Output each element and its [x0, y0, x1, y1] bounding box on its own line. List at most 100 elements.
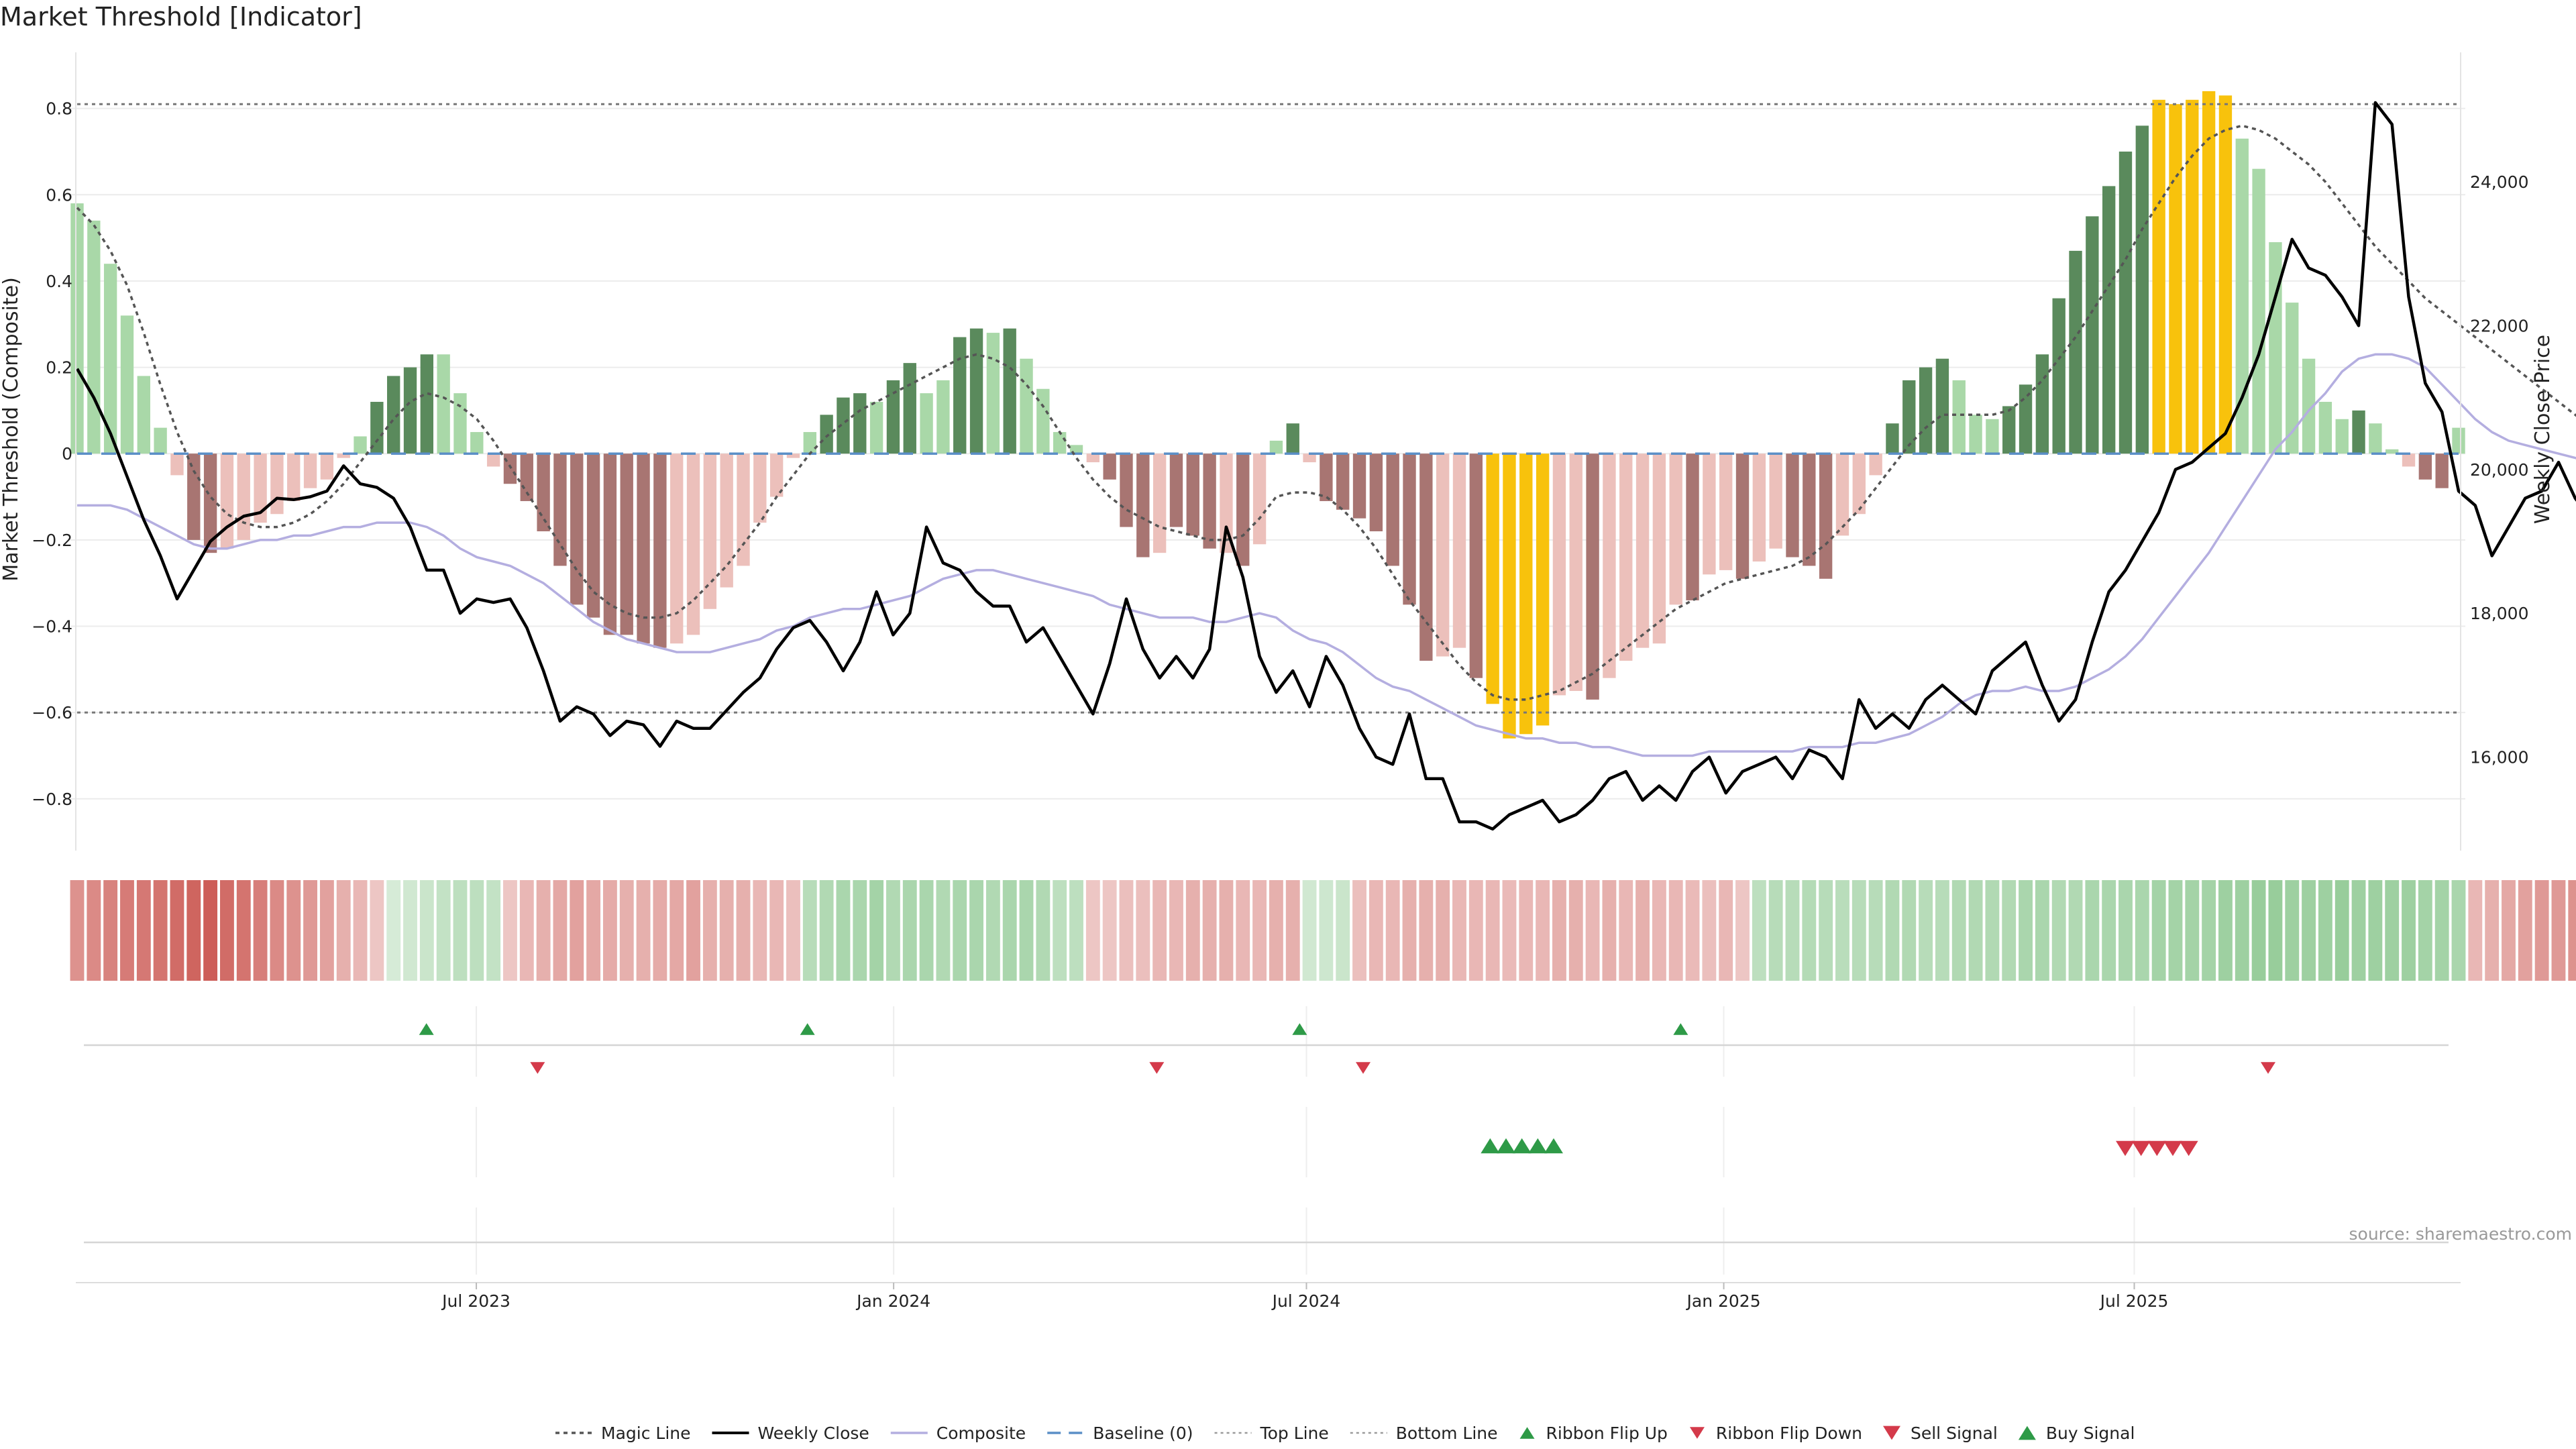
- ribbon-cell: [2302, 880, 2316, 981]
- signal-panels: [84, 1006, 2449, 1275]
- ribbon-cell: [1102, 880, 1117, 981]
- ribbon-flip-down-marker: [1149, 1062, 1165, 1074]
- ribbon-cell: [1652, 880, 1666, 981]
- ribbon-cell: [503, 880, 517, 981]
- ribbon-cell: [1385, 880, 1400, 981]
- ribbon-cell: [1019, 880, 1034, 981]
- bar: [2235, 138, 2249, 454]
- ribbon-cell: [586, 880, 601, 981]
- bar: [2035, 354, 2049, 454]
- ribbon-cell: [1785, 880, 1800, 981]
- bar: [2335, 419, 2349, 454]
- ribbon-cell: [1236, 880, 1250, 981]
- bar: [2369, 423, 2382, 454]
- bar: [1452, 453, 1466, 648]
- ribbon-cell: [403, 880, 417, 981]
- legend-label: Sell Signal: [1911, 1424, 1998, 1443]
- bar: [1986, 419, 1999, 454]
- ribbon-cell: [1951, 880, 1966, 981]
- ribbon-cell: [1935, 880, 1949, 981]
- bar: [237, 453, 250, 540]
- bar: [837, 397, 850, 454]
- ribbon-cell: [1885, 880, 1900, 981]
- ribbon-cell: [453, 880, 468, 981]
- bar: [453, 393, 467, 454]
- bar: [2069, 250, 2082, 454]
- ribbon-cell: [1152, 880, 1167, 981]
- bar: [486, 453, 500, 467]
- bar: [553, 453, 567, 566]
- ribbon-cell: [602, 880, 617, 981]
- sell-signal-marker: [2116, 1140, 2135, 1157]
- bar: [1403, 453, 1416, 605]
- ribbon-cell: [1419, 880, 1434, 981]
- x-tick-label: Jan 2024: [855, 1291, 930, 1311]
- ribbon-cell: [1635, 880, 1650, 981]
- bar: [1203, 453, 1216, 549]
- bar: [1252, 453, 1267, 545]
- bar: [936, 380, 950, 454]
- bar: [303, 453, 317, 488]
- bar: [2269, 242, 2282, 454]
- bar: [1652, 453, 1666, 644]
- ribbon-cell: [2402, 880, 2416, 981]
- ribbon-cell: [1219, 880, 1234, 981]
- ribbon-cell: [902, 880, 917, 981]
- x-tick-label: Jan 2025: [1686, 1291, 1761, 1311]
- bar: [1786, 453, 1799, 557]
- ribbon-cell: [419, 880, 434, 981]
- ribbon-cell: [103, 880, 118, 981]
- ribbon-cell: [1285, 880, 1300, 981]
- bar: [570, 453, 584, 605]
- bar: [603, 453, 617, 635]
- legend-label: Magic Line: [601, 1424, 691, 1443]
- bar: [420, 354, 434, 454]
- sell-signal-marker: [2147, 1140, 2167, 1157]
- x-tick-label: Jul 2024: [1271, 1291, 1341, 1311]
- legend-label: Ribbon Flip Up: [1546, 1424, 1668, 1443]
- ribbon-cell: [220, 880, 234, 981]
- bar: [803, 432, 816, 454]
- y2-tick-label: 20,000: [2470, 460, 2528, 480]
- bar: [254, 453, 267, 523]
- ribbon-cell: [1319, 880, 1334, 981]
- bar: [1619, 453, 1633, 661]
- bar: [137, 376, 150, 454]
- bar: [103, 264, 117, 454]
- bar: [2102, 186, 2116, 454]
- ribbon-cell: [1768, 880, 1783, 981]
- ribbon-cell: [1968, 880, 1983, 981]
- bar: [653, 453, 667, 648]
- ribbon-cell: [1002, 880, 1017, 981]
- ribbon-cell: [753, 880, 767, 981]
- bar: [2118, 151, 2133, 454]
- ribbon-flip-down-marker: [530, 1062, 545, 1074]
- ribbon-cell: [619, 880, 634, 981]
- ribbon-cell: [653, 880, 667, 981]
- overlay-lines: [76, 101, 2576, 831]
- ribbon-cell: [436, 880, 451, 981]
- ribbon-cell: [2551, 880, 2566, 981]
- x-tick-label: Jul 2023: [441, 1291, 511, 1311]
- ribbon-cell: [786, 880, 800, 981]
- ribbon-cell: [2168, 880, 2183, 981]
- ribbon-cell: [519, 880, 534, 981]
- ribbon-cell: [802, 880, 817, 981]
- bar: [2186, 99, 2199, 454]
- bar: [986, 333, 1000, 454]
- ribbon-cell: [2468, 880, 2483, 981]
- ribbon-cell: [1336, 880, 1350, 981]
- ribbon-cell: [953, 880, 967, 981]
- bar: [1902, 380, 1916, 454]
- ribbon-cell: [2485, 880, 2500, 981]
- legend-ribbon-flip-up-swatch: [1519, 1427, 1535, 1439]
- bar: [769, 453, 784, 497]
- bar: [520, 453, 533, 501]
- ribbon-cell: [536, 880, 551, 981]
- bar: [1103, 453, 1116, 480]
- bar: [2086, 216, 2099, 454]
- bar: [2302, 358, 2316, 454]
- axes: −0.8 −0.6 −0.4 −0.2 0 0.2 0.4 0.6 0.8 16,000 18,00…: [32, 52, 2528, 851]
- bar: [2252, 168, 2265, 454]
- legend-sell-signal-swatch: [1882, 1426, 1900, 1440]
